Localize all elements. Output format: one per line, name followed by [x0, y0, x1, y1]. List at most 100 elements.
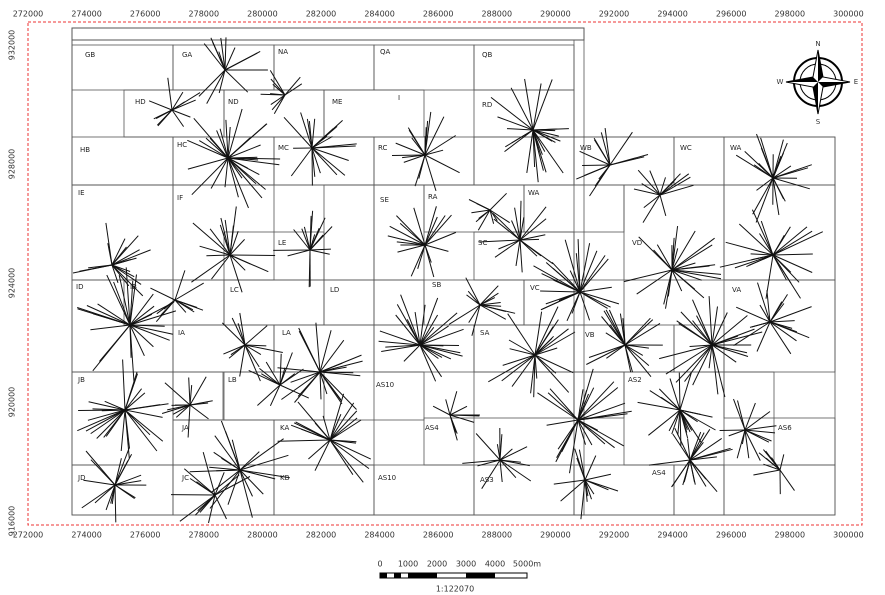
ray [290, 147, 313, 177]
ray [519, 200, 522, 241]
cell-label: JD [77, 474, 85, 482]
ray [419, 344, 444, 347]
ray [77, 409, 126, 432]
ray [489, 192, 507, 211]
ray [293, 422, 331, 441]
ray [606, 344, 626, 359]
ray [475, 433, 501, 461]
ray [490, 97, 534, 131]
ray [193, 117, 229, 159]
ray [577, 419, 606, 445]
ray [659, 181, 674, 196]
ray [227, 137, 251, 159]
ray [424, 216, 438, 246]
ray [609, 154, 649, 166]
ray [759, 304, 771, 323]
ray [227, 157, 249, 209]
cell-label: GA [182, 51, 192, 59]
ray [588, 344, 626, 358]
ray [481, 459, 501, 489]
ray [210, 157, 229, 189]
x-coord-label: 296000 [716, 10, 747, 19]
x-coord-label: 274000 [71, 10, 102, 19]
ray [281, 371, 321, 400]
ray [519, 239, 542, 257]
ray [534, 347, 558, 356]
ray [671, 269, 705, 299]
ray [189, 376, 207, 406]
ray [519, 218, 547, 241]
ray [671, 244, 713, 271]
ray [579, 291, 620, 305]
ray [671, 265, 710, 271]
ray [756, 177, 774, 191]
ray [624, 322, 661, 346]
ray [223, 344, 246, 355]
ray [479, 304, 502, 307]
ray [509, 348, 536, 356]
x-coord-label: 280000 [247, 10, 278, 19]
ray [171, 99, 196, 111]
ray [167, 404, 191, 411]
cell-label: JC [181, 474, 189, 482]
ray [499, 459, 517, 479]
grid-cell [71, 371, 174, 466]
ray [689, 431, 702, 461]
ray [81, 484, 116, 509]
cell-label: ME [332, 98, 342, 106]
ray [400, 294, 421, 346]
ray [493, 218, 521, 241]
cell-label: IF [177, 194, 183, 202]
ray [179, 494, 216, 522]
ray [580, 479, 586, 520]
x-coord-label: 272000 [13, 10, 44, 19]
ray [283, 116, 313, 149]
x-coord-label: 290000 [540, 531, 571, 540]
ray [229, 254, 276, 256]
ray [381, 344, 421, 352]
ray [308, 439, 331, 460]
ray [479, 302, 501, 306]
ray [227, 126, 231, 159]
ray [545, 291, 581, 305]
ray [752, 177, 774, 215]
ray [124, 409, 163, 418]
ray [479, 304, 507, 320]
ray [229, 225, 234, 256]
ray [578, 449, 586, 481]
ray [623, 324, 626, 346]
ray [779, 469, 795, 491]
ray [658, 388, 681, 411]
ray [534, 331, 576, 356]
ray [671, 269, 722, 275]
ray [220, 217, 231, 256]
ray [601, 316, 626, 346]
ray [511, 220, 521, 241]
cell-label: VB [585, 331, 595, 339]
ray [772, 165, 792, 179]
ray [171, 101, 185, 111]
ray [593, 137, 611, 166]
ray [211, 254, 231, 280]
ray [772, 226, 808, 256]
ray [467, 290, 481, 306]
ray [519, 234, 546, 241]
ray [489, 209, 510, 224]
ray [227, 157, 280, 166]
ray [624, 344, 650, 366]
cell-label: VD [632, 239, 642, 247]
ray [605, 309, 626, 346]
cell-label: IE [78, 189, 85, 197]
ray [689, 447, 731, 461]
ray [414, 312, 421, 346]
ray [711, 315, 748, 346]
ray [105, 484, 116, 511]
ray [424, 206, 437, 246]
ray [604, 128, 611, 166]
ray [488, 354, 536, 383]
ray [547, 392, 579, 421]
ray [111, 249, 151, 266]
cell-label: LC [230, 286, 239, 294]
ray [711, 328, 755, 346]
